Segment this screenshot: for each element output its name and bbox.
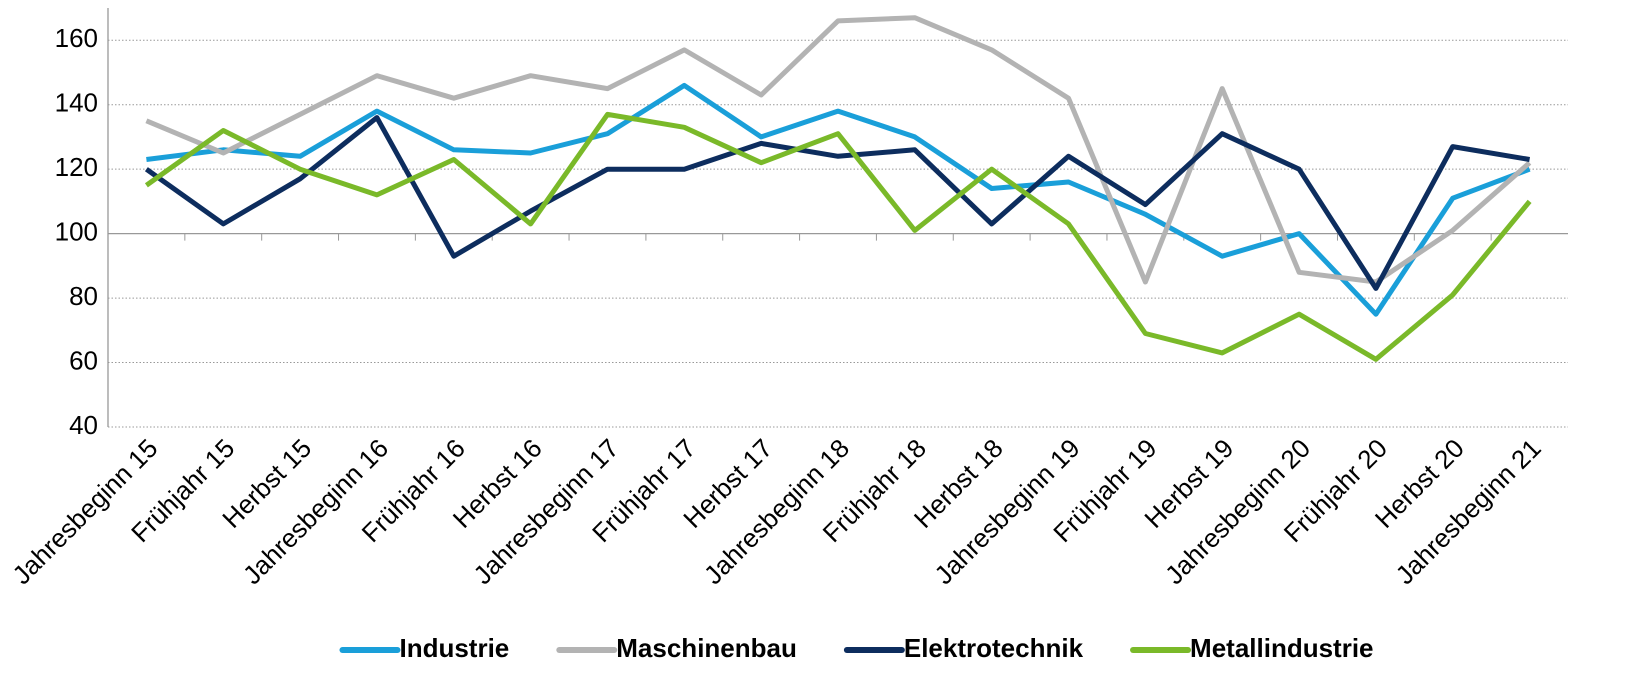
x-tick-label: Jahresbeginn 21 (1390, 433, 1547, 590)
y-tick-label: 140 (55, 88, 98, 118)
y-tick-label: 160 (55, 23, 98, 53)
legend-label: Metallindustrie (1190, 633, 1373, 663)
series-line (146, 82, 1531, 317)
legend-label: Industrie (399, 633, 509, 663)
y-tick-label: 80 (69, 281, 98, 311)
series-line (145, 15, 1532, 285)
y-tick-label: 120 (55, 152, 98, 182)
y-tick-label: 40 (69, 410, 98, 440)
series-line (144, 111, 1532, 362)
legend: Industrie Maschinenbau Elektrotechnik Metal… (339, 633, 1374, 663)
y-tick-label: 100 (55, 216, 98, 246)
legend-label: Elektrotechnik (904, 633, 1084, 663)
series-line (144, 115, 1531, 291)
legend-label: Maschinenbau (616, 633, 797, 663)
y-tick-label: 60 (69, 345, 98, 375)
